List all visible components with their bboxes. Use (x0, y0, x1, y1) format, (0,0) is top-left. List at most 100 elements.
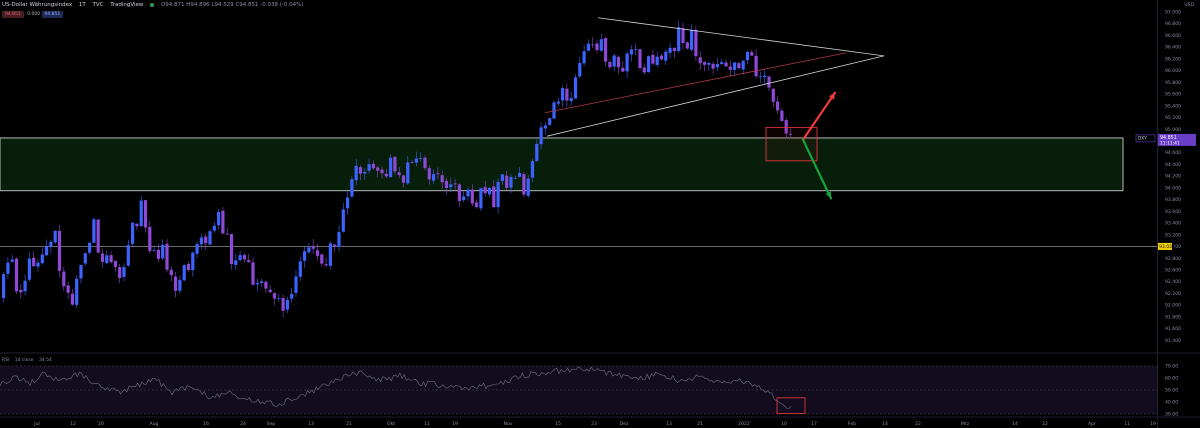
price-tick-label: 95.400 (1165, 103, 1181, 109)
candle-body (277, 298, 281, 300)
candle-body (522, 174, 526, 195)
candle-body (565, 88, 569, 101)
rsi-header: RSI 14 close 34.54 (2, 358, 56, 363)
candle-body (79, 264, 83, 279)
candle-body (217, 212, 221, 226)
rsi-highlight-box (776, 397, 806, 414)
price-tick-label: 96.400 (1165, 45, 1181, 51)
time-axis[interactable]: Jul 12 20 Aug 16 24 Sep 13 21 Okt 11 19 Nov 15 23 Dez 13… (33, 421, 1156, 427)
current-price-tag (1158, 133, 1196, 146)
time-tick-label: 14 (1012, 421, 1018, 427)
time-tick-label: 22 (915, 421, 921, 427)
price-tick-label: 92.000 (1165, 303, 1181, 309)
candle-body (668, 47, 672, 53)
candle-body (229, 233, 234, 265)
buy-pill[interactable]: 94.851 (41, 11, 64, 18)
time-tick-label: Sep (267, 421, 276, 427)
candle-body (208, 231, 212, 245)
timeframe[interactable]: 1T (78, 2, 86, 8)
candle-body (672, 47, 676, 52)
time-tick-label: 11 (424, 421, 430, 427)
rsi-label[interactable]: RSI (2, 358, 10, 363)
candle-body (677, 27, 681, 52)
candle-body (715, 64, 719, 68)
sell-pill[interactable]: 94.851 (2, 11, 24, 18)
candle-body (548, 118, 552, 125)
candle-body (651, 54, 655, 64)
candle-body (363, 171, 367, 174)
candle-body (573, 77, 578, 99)
level-price-label: 93.020 (1159, 244, 1175, 250)
level-price-tag (1158, 242, 1172, 250)
candle-body (720, 62, 724, 65)
candle-body (440, 175, 444, 183)
candle-body (780, 110, 784, 121)
candle-body (608, 61, 612, 68)
candle-body (634, 48, 638, 50)
price-axis[interactable]: 91.400 91.600 91.800 92.000 92.200 92.400 92.6… (1135, 9, 1196, 344)
time-tick-label: Apr (1088, 421, 1096, 427)
candle-body (462, 196, 466, 201)
candle-body (616, 56, 621, 68)
candle-body (118, 267, 122, 279)
candle-body (733, 62, 737, 70)
candle-body (36, 262, 40, 267)
time-tick-label: Okt (387, 421, 395, 427)
candle-body (49, 241, 53, 248)
candle-body (642, 67, 646, 73)
candle-body (444, 180, 449, 189)
candle-body (586, 43, 590, 51)
candle-body (539, 127, 543, 145)
candle-body (122, 266, 126, 278)
candle-body (10, 259, 14, 262)
candle-body (681, 28, 685, 43)
candle-body (509, 176, 513, 188)
candle-body (711, 63, 715, 69)
candle-body (186, 263, 191, 270)
candle-body (62, 271, 66, 287)
candle-body (436, 173, 440, 175)
candle-body (315, 250, 320, 256)
market-status-icon (150, 2, 155, 7)
candle-body (784, 120, 788, 134)
candle-body (165, 243, 169, 270)
time-tick-label: Mrz (961, 421, 970, 427)
candle-body (126, 245, 130, 266)
candle-body (376, 167, 380, 171)
candle-body (745, 51, 750, 61)
candle-body (143, 200, 148, 228)
arrow-down-head (825, 191, 832, 199)
highlight-box (765, 126, 818, 162)
rsi-tick-label: 40.00 (1165, 400, 1178, 406)
support-zone-rect (0, 137, 1124, 192)
price-tick-label: 93.000 (1165, 244, 1181, 250)
candle-body (311, 245, 315, 249)
candle-body (406, 162, 410, 184)
candle-body (543, 125, 547, 129)
candle-body (139, 200, 143, 227)
time-tick-label: 11 (1124, 421, 1130, 427)
order-pills: 94.851 0.000 94.851 (2, 11, 65, 18)
price-tick-label: 91.600 (1165, 326, 1181, 332)
candle-body (685, 42, 689, 49)
time-tick-label: 10 (781, 421, 787, 427)
candle-body (328, 243, 332, 266)
time-tick-label: 14 (882, 421, 888, 427)
symbol-name[interactable]: US-Dollar Währungsindex (2, 2, 73, 8)
candle-body (754, 55, 758, 77)
candle-body (659, 55, 664, 60)
arrow-down-shaft (801, 138, 833, 200)
candle-body (191, 252, 195, 271)
candle-body (526, 178, 530, 196)
price-tick-label: 93.600 (1165, 209, 1181, 215)
price-tick-label: 94.600 (1165, 150, 1181, 156)
candle-body (423, 157, 427, 169)
rsi-panel: 30.00 40.00 50.00 60.00 70.00 (0, 364, 1178, 418)
drawings (544, 17, 885, 200)
candle-body (595, 43, 599, 51)
time-tick-label: Jul (33, 421, 40, 427)
candle-body (19, 289, 23, 293)
candle-body (518, 172, 522, 177)
